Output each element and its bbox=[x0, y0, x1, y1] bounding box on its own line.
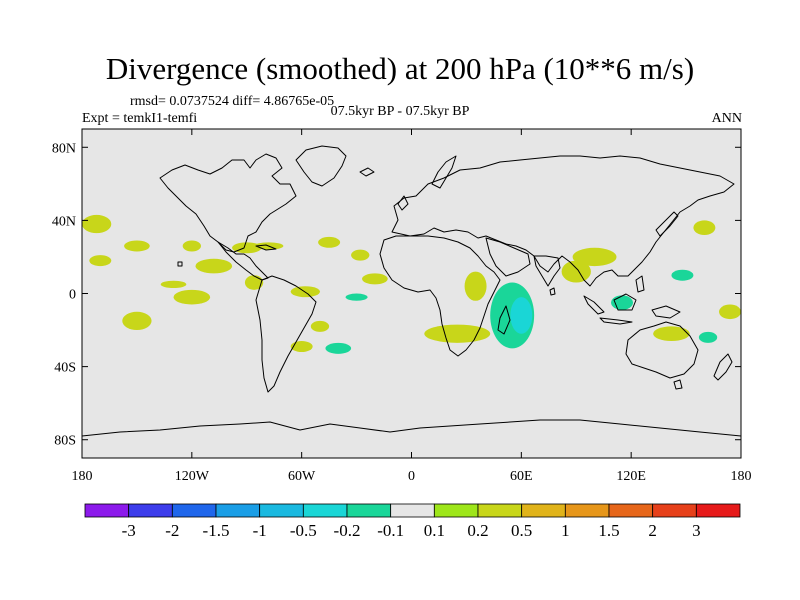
colorbar: -3 -2 -1.5 -1 -0.5 -0.2 -0.1 0.1 0.2 0.5 1 1.5 2 3 bbox=[84, 503, 741, 540]
colorbar-label: 0.2 bbox=[467, 521, 488, 540]
colorbar-swatch bbox=[302, 503, 348, 518]
field-patch bbox=[244, 275, 264, 290]
field-patch bbox=[173, 289, 211, 305]
colorbar-label: 3 bbox=[692, 521, 701, 540]
field-patch bbox=[195, 258, 233, 274]
field-patch bbox=[325, 342, 352, 354]
colorbar-swatch bbox=[521, 503, 566, 518]
field-patch bbox=[671, 269, 694, 281]
colorbar-swatch bbox=[652, 503, 697, 518]
field-patch bbox=[510, 297, 533, 334]
colorbar-swatch bbox=[695, 503, 741, 518]
lon-label: 120E bbox=[616, 469, 646, 484]
colorbar-label: 1.5 bbox=[598, 521, 619, 540]
field-patch bbox=[693, 220, 716, 236]
field-patch bbox=[611, 295, 633, 310]
field-patch bbox=[89, 255, 112, 267]
map-axes: 80N 40N 0 40S 80S 180 120W 60W 0 60E 120E 180 bbox=[52, 129, 752, 484]
colorbar-swatch bbox=[564, 503, 610, 518]
colorbar-label: 0.1 bbox=[424, 521, 445, 540]
lat-label: 80N bbox=[52, 141, 76, 156]
colorbar-swatch bbox=[215, 503, 261, 518]
season-label: ANN bbox=[711, 111, 742, 126]
colorbar-swatch bbox=[259, 503, 304, 518]
colorbar-swatch bbox=[390, 503, 435, 518]
rmsd-stats: rmsd= 0.0737524 diff= 4.86765e-05 bbox=[130, 94, 335, 109]
colorbar-swatch bbox=[477, 503, 523, 518]
colorbar-swatch bbox=[608, 503, 654, 518]
field-patch bbox=[182, 240, 201, 252]
colorbar-label: 0.5 bbox=[511, 521, 532, 540]
colorbar-swatch bbox=[84, 503, 130, 518]
period-label: 07.5kyr BP - 07.5kyr BP bbox=[330, 104, 470, 119]
lon-label: 180 bbox=[72, 469, 93, 484]
field-patch bbox=[362, 273, 388, 285]
field-patch bbox=[653, 326, 690, 342]
lon-label: 120W bbox=[175, 469, 210, 484]
field-patch bbox=[290, 341, 313, 352]
colorbar-label: -0.1 bbox=[377, 521, 404, 540]
field-patch bbox=[122, 311, 152, 331]
field-patch bbox=[719, 304, 741, 320]
colorbar-label: 2 bbox=[648, 521, 657, 540]
colorbar-swatch bbox=[433, 503, 479, 518]
divergence-field bbox=[82, 214, 741, 354]
lon-label: 60E bbox=[510, 469, 533, 484]
field-patch bbox=[318, 236, 341, 248]
field-patch bbox=[464, 271, 487, 301]
colorbar-label: -0.5 bbox=[290, 521, 317, 540]
plot-title: Divergence (smoothed) at 200 hPa (10**6 … bbox=[105, 51, 695, 86]
lon-label: 0 bbox=[408, 469, 415, 484]
field-patch bbox=[424, 324, 491, 343]
field-patch bbox=[698, 331, 718, 343]
field-patch bbox=[232, 242, 262, 254]
colorbar-label: -1 bbox=[253, 521, 267, 540]
experiment-label: Expt = temkI1-temfi bbox=[82, 111, 198, 126]
field-patch bbox=[310, 320, 330, 332]
colorbar-swatch bbox=[346, 503, 392, 518]
colorbar-label: -1.5 bbox=[203, 521, 230, 540]
colorbar-label: 1 bbox=[561, 521, 570, 540]
lat-label: 0 bbox=[69, 288, 76, 303]
colorbar-swatch bbox=[171, 503, 217, 518]
lon-label: 180 bbox=[731, 469, 752, 484]
field-patch bbox=[561, 260, 591, 283]
colorbar-swatch bbox=[128, 503, 173, 518]
field-patch bbox=[160, 280, 187, 289]
field-patch bbox=[351, 249, 370, 261]
colorbar-label: -2 bbox=[165, 521, 179, 540]
lat-label: 80S bbox=[54, 434, 76, 449]
lat-label: 40S bbox=[54, 361, 76, 376]
field-patch bbox=[124, 240, 150, 252]
lat-label: 40N bbox=[52, 214, 76, 229]
field-patch bbox=[82, 214, 112, 234]
coastlines bbox=[82, 145, 741, 437]
lon-label: 60W bbox=[288, 469, 316, 484]
colorbar-label: -3 bbox=[122, 521, 136, 540]
colorbar-label: -0.2 bbox=[334, 521, 361, 540]
field-patch bbox=[345, 293, 368, 301]
field-patch bbox=[572, 247, 617, 267]
